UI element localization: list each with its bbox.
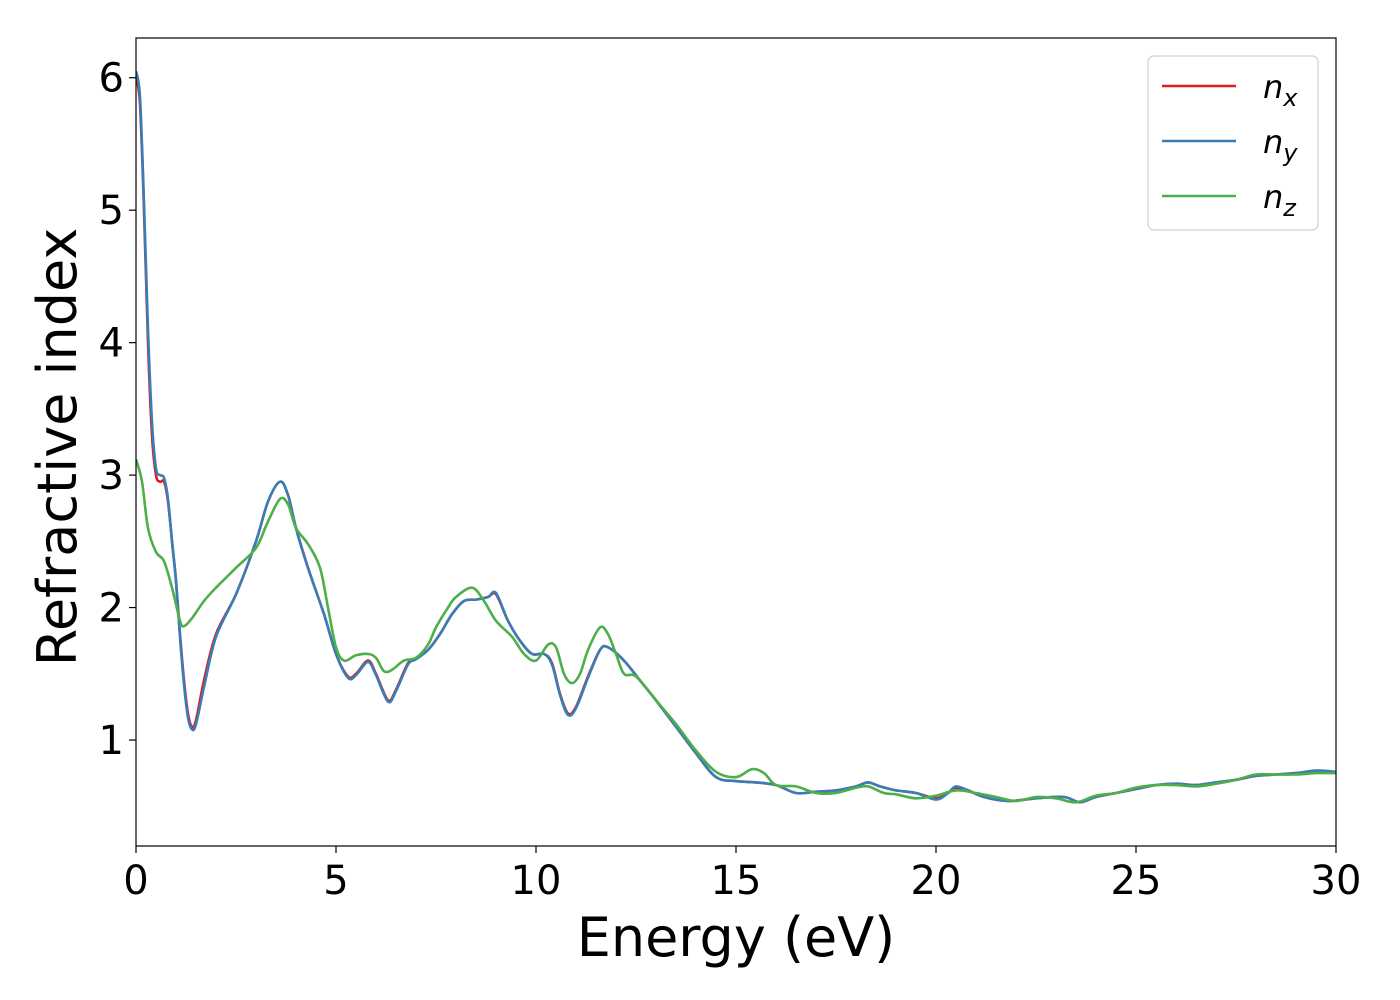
x-tick-label: 0 xyxy=(123,858,148,904)
x-tick-label: 20 xyxy=(911,858,962,904)
y-axis-label: Refractive index xyxy=(26,228,89,667)
x-tick-label: 30 xyxy=(1311,858,1362,904)
legend-box xyxy=(1147,55,1319,231)
x-tick-label: 10 xyxy=(511,858,562,904)
legend-label-n-x: nx xyxy=(1263,68,1298,112)
y-tick-label: 5 xyxy=(99,188,124,234)
x-tick-label: 5 xyxy=(323,858,348,904)
y-tick-label: 1 xyxy=(99,718,124,764)
series-layer xyxy=(136,70,1336,804)
y-axis-ticks: 1 2 3 4 5 6 xyxy=(99,56,136,764)
legend: nx ny nz xyxy=(1147,55,1319,231)
x-tick-label: 15 xyxy=(711,858,762,904)
y-tick-label: 4 xyxy=(99,321,124,367)
legend-label-n-y: ny xyxy=(1263,123,1298,167)
y-tick-label: 3 xyxy=(99,453,124,499)
y-tick-label: 6 xyxy=(99,56,124,102)
series-line-n-z xyxy=(136,458,1336,804)
x-tick-label: 25 xyxy=(1111,858,1162,904)
y-tick-label: 2 xyxy=(99,586,124,632)
x-axis-label: Energy (eV) xyxy=(577,906,896,969)
x-axis-ticks: 0 5 10 15 20 25 30 xyxy=(123,846,1361,904)
legend-label-n-z: nz xyxy=(1263,178,1297,222)
